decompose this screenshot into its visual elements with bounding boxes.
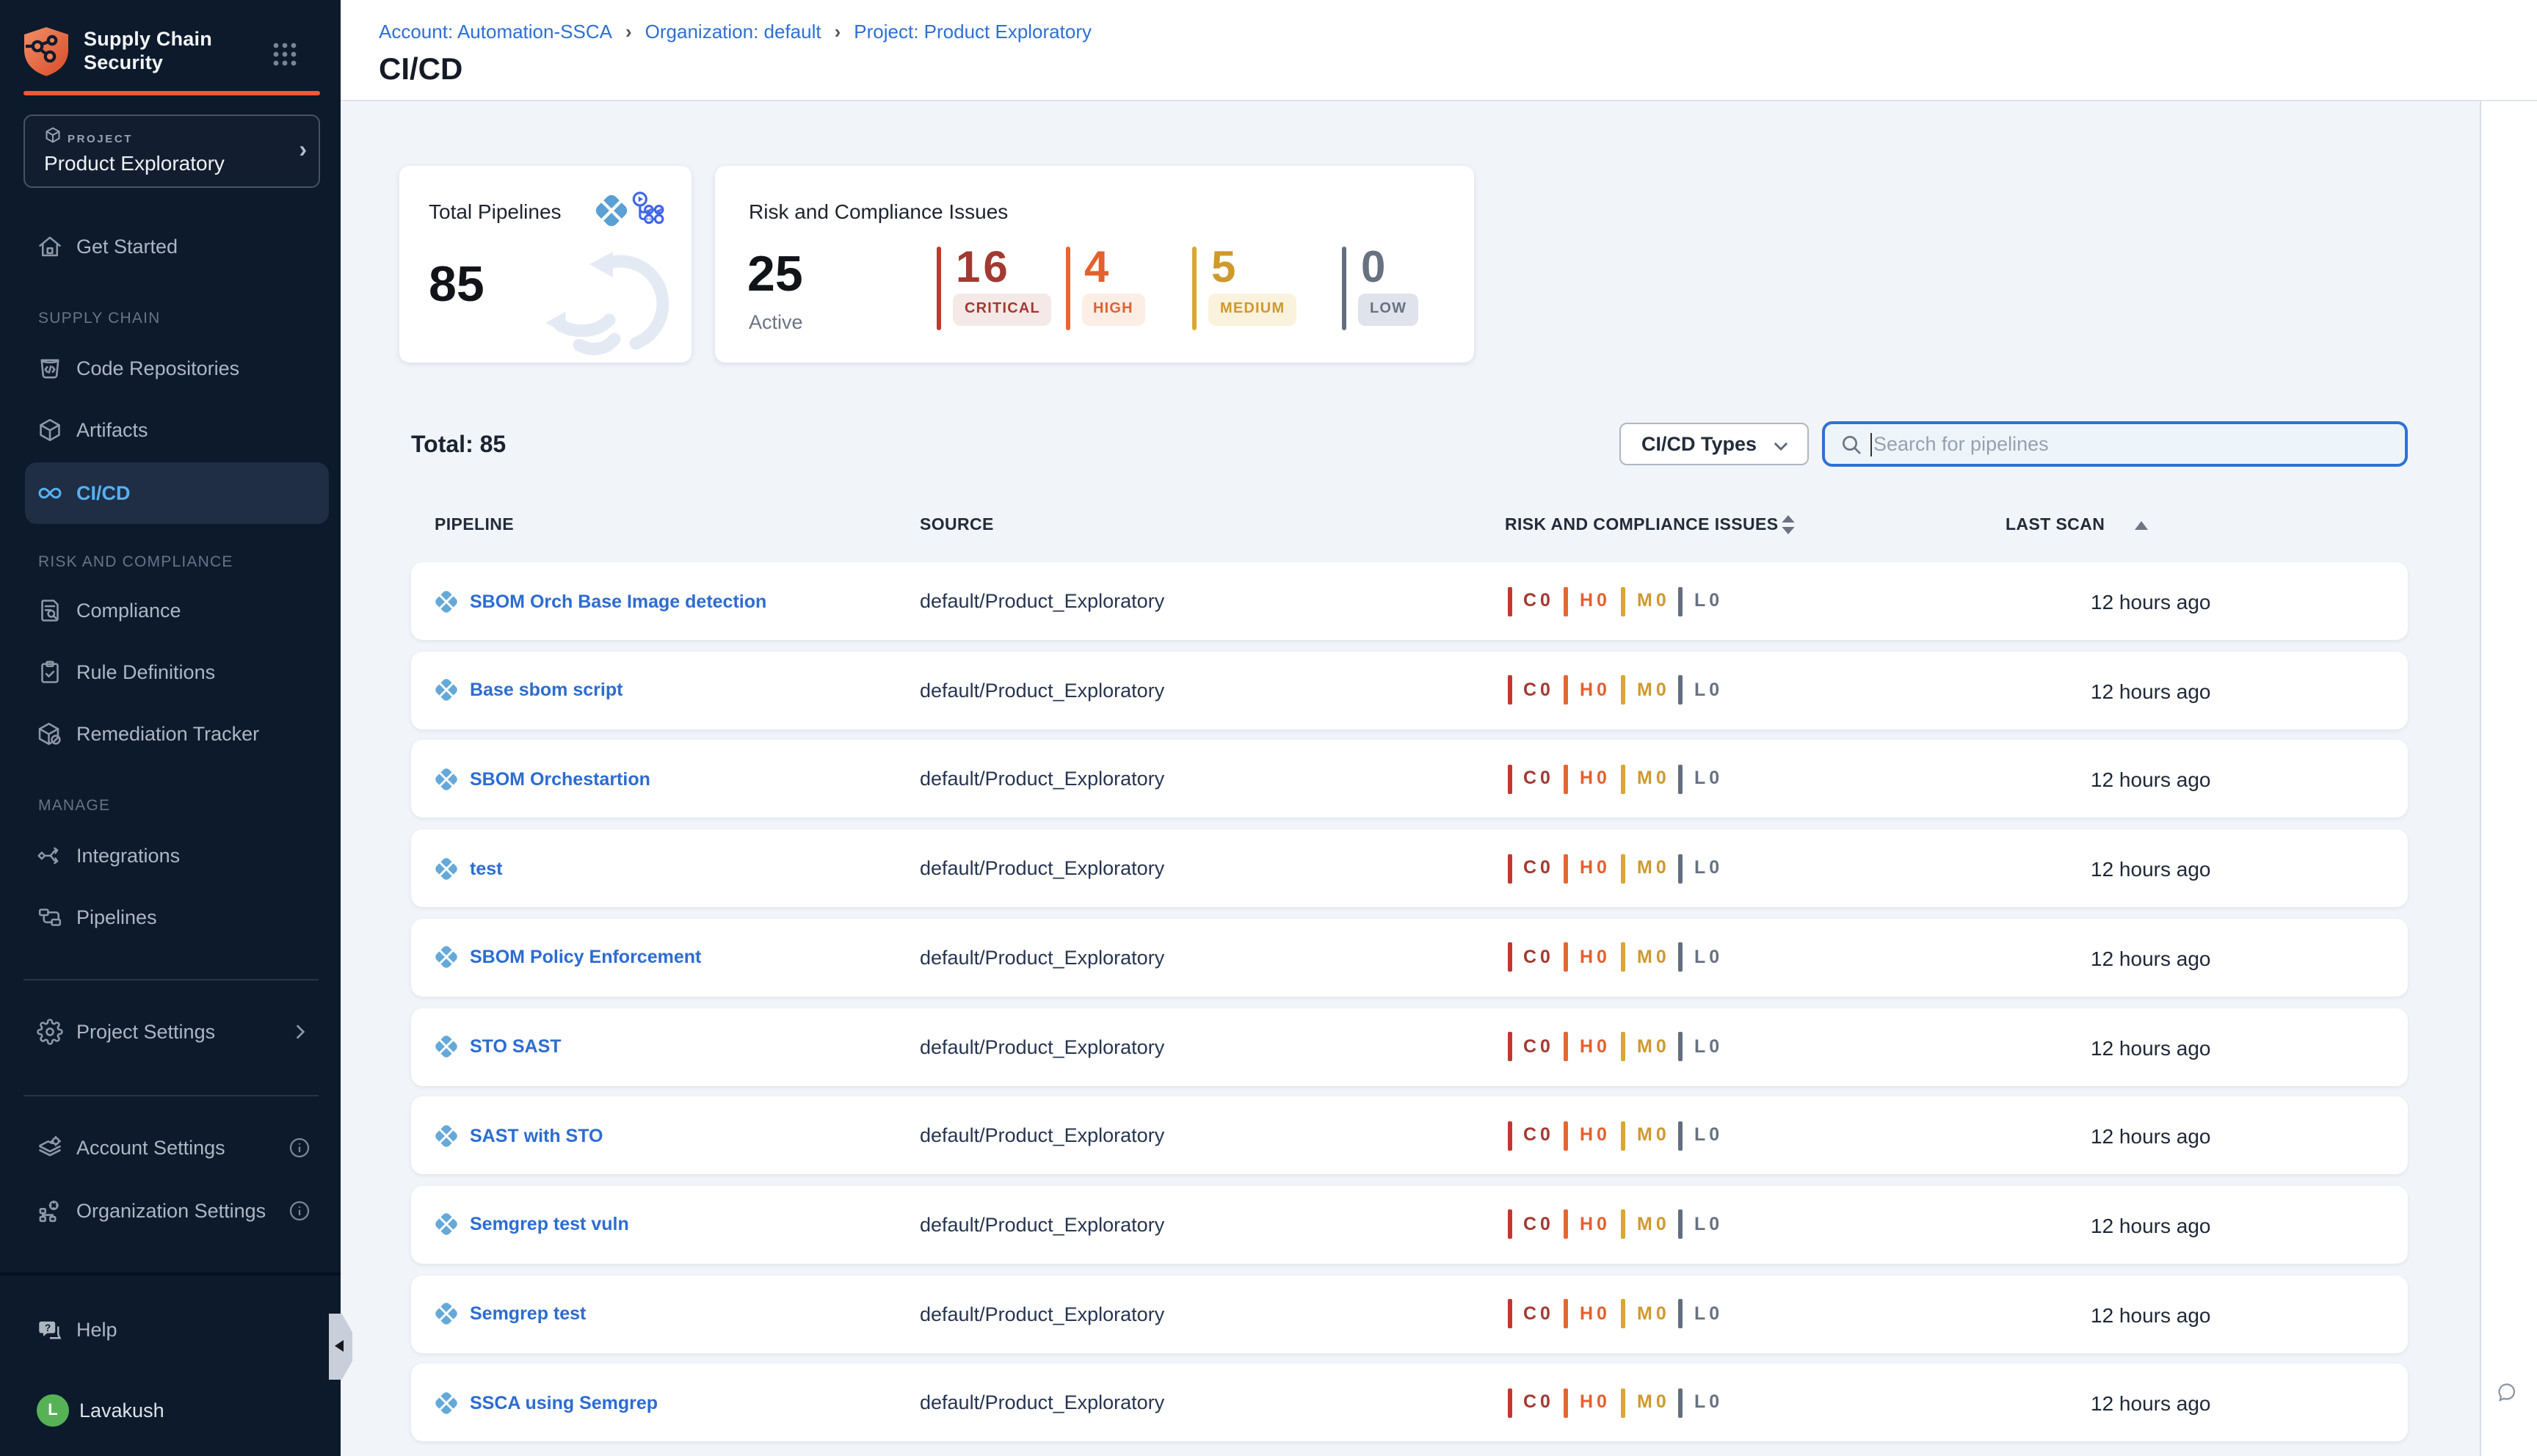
svg-text:?: ?	[45, 1322, 51, 1333]
